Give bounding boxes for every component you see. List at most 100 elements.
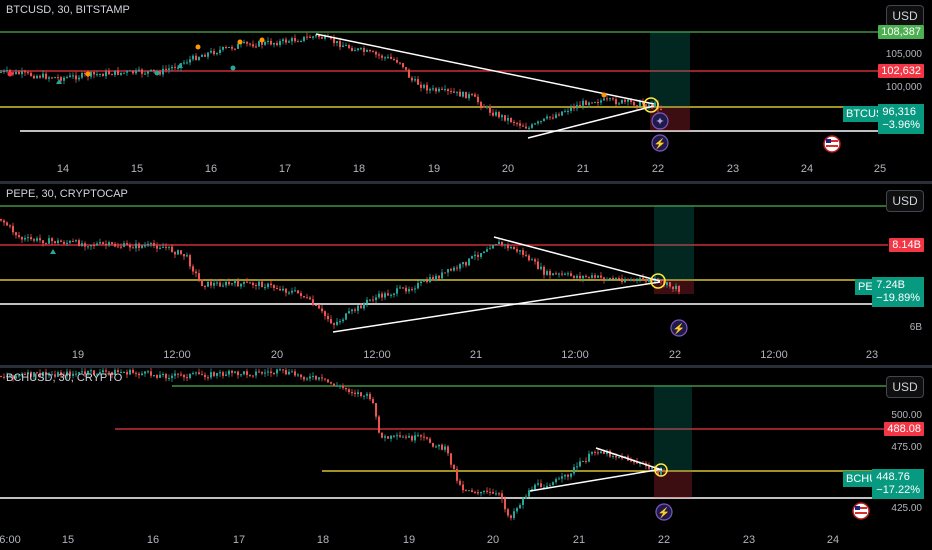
currency-button[interactable]: USD — [886, 5, 924, 27]
candle-body — [249, 43, 251, 45]
candle-body — [474, 254, 476, 257]
long-position-loss-zone — [654, 471, 692, 498]
candle-body — [609, 98, 611, 100]
event-marker — [195, 44, 201, 50]
btcusd-pane[interactable]: ✦ ⚡ BTCUSD, 30, BITSTAMP USD 108,387 105… — [0, 0, 932, 181]
candle-body — [246, 371, 248, 375]
candle-body — [441, 272, 443, 279]
candle-body — [291, 290, 293, 293]
candle-body — [567, 273, 569, 275]
candle-body — [480, 492, 482, 494]
bchusd-chart[interactable]: ⚡ — [0, 368, 932, 550]
price-box: 7.24B −19.89% — [872, 277, 924, 307]
symbol-label[interactable]: PEPE, 30, CRYPTOCAP — [6, 188, 128, 200]
event-markers — [7, 37, 607, 98]
candle-body — [585, 275, 587, 277]
candle-body — [189, 373, 191, 378]
candle-body — [57, 240, 59, 244]
candle-body — [105, 370, 107, 372]
symbol-label[interactable]: BTCUSD, 30, BITSTAMP — [6, 4, 130, 16]
candle-body — [39, 373, 41, 377]
candle-body — [483, 251, 485, 254]
candle-body — [387, 56, 389, 58]
btcusd-chart[interactable]: ✦ ⚡ — [0, 0, 932, 181]
candle-body — [123, 72, 125, 74]
candle-body — [465, 490, 467, 492]
candle-body — [519, 123, 521, 126]
x-tick: 22 — [668, 349, 682, 361]
bchusd-pane[interactable]: ⚡ BCHUSD, 30, CRYPTO USD 500.00 488.08 4… — [0, 368, 932, 550]
candle-body — [321, 37, 323, 39]
candle-body — [252, 282, 254, 286]
candle-body — [558, 273, 560, 275]
candle-body — [33, 76, 35, 79]
apex-highlight-circle — [654, 463, 668, 477]
candle-body — [228, 46, 230, 48]
candle-body — [321, 308, 323, 312]
candle-body — [468, 94, 470, 99]
candle-body — [606, 98, 608, 100]
candle-body — [66, 242, 68, 244]
plus-icon[interactable]: ✦ — [651, 112, 669, 130]
candle-body — [309, 297, 311, 300]
pane-separator[interactable] — [0, 365, 932, 368]
currency-button[interactable]: USD — [886, 376, 924, 398]
lightning-icon[interactable]: ⚡ — [651, 134, 669, 152]
candle-body — [162, 246, 164, 248]
lightning-icon[interactable]: ⚡ — [670, 319, 688, 337]
candle-body — [360, 305, 362, 309]
candle-body — [48, 77, 50, 79]
red-level-tag: 488.08 — [884, 422, 924, 436]
candle-body — [186, 255, 188, 257]
currency-button[interactable]: USD — [886, 190, 924, 212]
candle-body — [447, 89, 449, 92]
candle-body — [555, 479, 557, 483]
lightning-icon[interactable]: ⚡ — [655, 503, 673, 521]
candle-body — [132, 247, 134, 249]
candle-body — [216, 52, 218, 55]
us-flag-icon[interactable] — [852, 502, 870, 520]
candle-body — [594, 451, 596, 453]
candle-body — [183, 254, 185, 257]
candle-body — [105, 243, 107, 246]
candle-body — [303, 36, 305, 41]
us-flag-icon[interactable] — [823, 135, 841, 153]
candle-body — [36, 372, 38, 374]
candle-body — [420, 281, 422, 284]
candle-body — [237, 371, 239, 376]
candle-body — [666, 282, 668, 286]
candle-body — [387, 293, 389, 296]
candle-body — [315, 35, 317, 37]
candle-body — [531, 259, 533, 261]
candle-body — [417, 79, 419, 85]
candle-body — [165, 68, 167, 70]
candle-body — [168, 68, 170, 70]
pepe-chart[interactable]: ⚡ — [0, 184, 932, 365]
candle-body — [525, 254, 527, 256]
candle-body — [258, 371, 260, 373]
candle-body — [660, 108, 662, 110]
candle-body — [471, 490, 473, 492]
candle-body — [429, 277, 431, 282]
candle-body — [447, 446, 449, 454]
candle-body — [573, 275, 575, 278]
candle-body — [648, 104, 650, 107]
candle-body — [456, 468, 458, 481]
candle-body — [642, 101, 644, 105]
candle-body — [528, 255, 530, 261]
candle-body — [300, 293, 302, 296]
candle-body — [66, 371, 68, 377]
candle-body — [180, 374, 182, 376]
candle-body — [105, 71, 107, 77]
event-marker — [56, 79, 62, 84]
pepe-pane[interactable]: ⚡ PEPE, 30, CRYPTOCAP USD 8.14B PEPE 7.2… — [0, 184, 932, 365]
candle-body — [6, 375, 8, 378]
candle-body — [564, 273, 566, 275]
candle-body — [87, 246, 89, 248]
candle-body — [450, 453, 452, 465]
symbol-label[interactable]: BCHUSD, 30, CRYPTO — [6, 372, 123, 384]
candle-body — [264, 372, 266, 374]
candle-body — [78, 77, 80, 80]
pane-separator[interactable] — [0, 181, 932, 184]
candle-body — [135, 243, 137, 249]
